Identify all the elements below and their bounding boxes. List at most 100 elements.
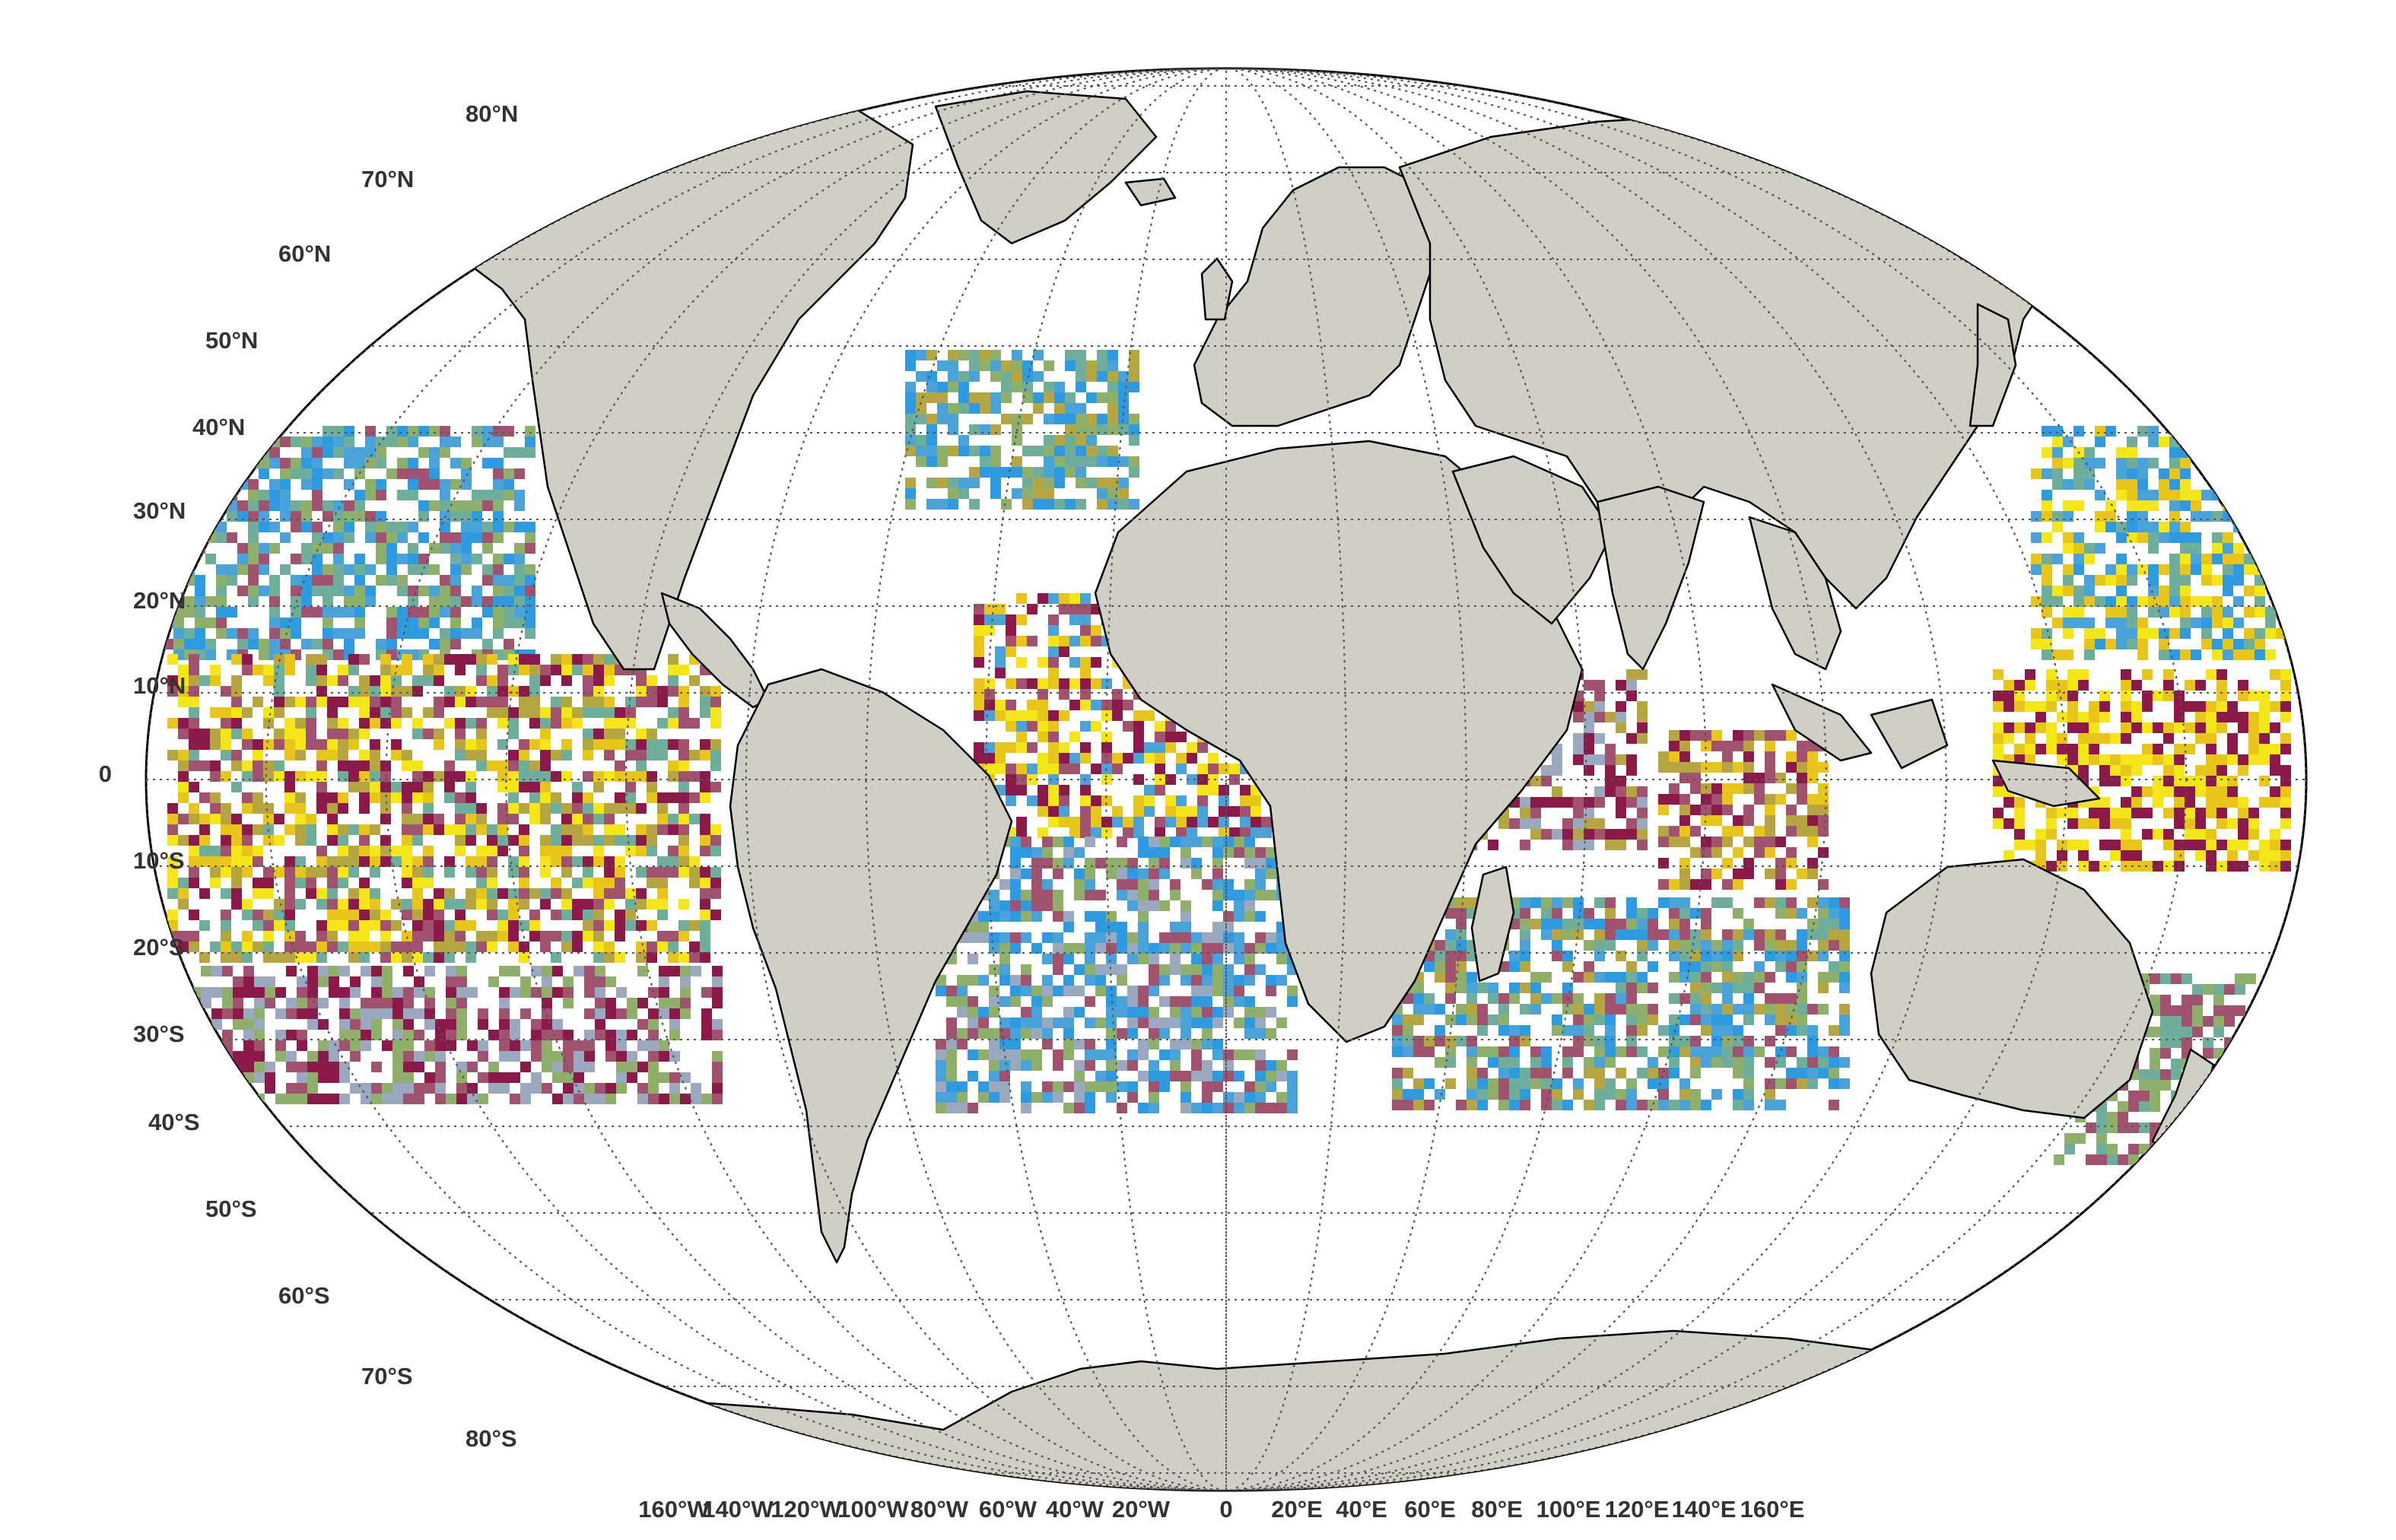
data-cell (1573, 897, 1584, 908)
data-cell (173, 479, 184, 490)
data-cell (2244, 479, 2255, 490)
data-cell (338, 718, 348, 729)
data-cell (312, 554, 323, 564)
data-cell (450, 479, 461, 490)
data-cell (1679, 993, 1690, 1004)
data-cell (1016, 764, 1027, 774)
data-cell (2063, 532, 2073, 543)
data-cell (1594, 818, 1605, 829)
data-cell (391, 952, 402, 963)
data-cell (461, 596, 472, 607)
data-cell (1679, 826, 1690, 837)
data-cell (948, 382, 958, 392)
data-cell (237, 586, 248, 596)
data-cell (365, 426, 376, 437)
data-cell (1048, 806, 1059, 817)
data-cell (1637, 1014, 1648, 1025)
data-cell (2255, 639, 2265, 649)
data-cell (1765, 837, 1775, 847)
data-cell (333, 532, 344, 543)
data-cell (1530, 897, 1541, 908)
data-cell (1829, 1100, 1839, 1110)
data-cell (2206, 840, 2216, 850)
data-cell (1637, 940, 1648, 951)
data-cell (423, 878, 434, 888)
data-cell (1144, 795, 1155, 806)
data-cell (333, 554, 344, 564)
data-cell (392, 1008, 403, 1019)
data-cell (2174, 754, 2185, 765)
data-cell (2185, 680, 2195, 691)
data-cell (1616, 722, 1626, 733)
data-cell (647, 739, 657, 750)
data-cell (1244, 1049, 1255, 1060)
data-cell (508, 707, 519, 718)
data-cell (2025, 754, 2035, 765)
data-cell (1722, 783, 1733, 794)
data-cell (974, 646, 984, 657)
data-cell (989, 1092, 999, 1103)
data-cell (195, 511, 205, 522)
data-cell (968, 975, 978, 986)
data-cell (1010, 900, 1021, 911)
data-cell (519, 824, 529, 835)
data-cell (615, 707, 625, 718)
data-cell (1626, 1036, 1637, 1046)
data-cell (1123, 721, 1133, 732)
data-cell (418, 426, 429, 437)
data-cell (2150, 1091, 2160, 1101)
data-cell (905, 488, 916, 499)
data-cell (301, 437, 312, 447)
data-cell (402, 878, 412, 888)
data-cell (1076, 371, 1086, 382)
data-cell (167, 814, 178, 824)
data-cell (2270, 840, 2280, 850)
data-cell (659, 1051, 669, 1062)
data-cell (327, 920, 338, 931)
data-cell (359, 846, 370, 856)
data-cell (1733, 1004, 1743, 1014)
data-cell (2223, 607, 2233, 618)
data-cell (1076, 360, 1086, 371)
data-cell (691, 1083, 701, 1094)
data-cell (1016, 657, 1027, 668)
data-cell (1679, 868, 1690, 879)
data-cell (1117, 943, 1127, 954)
data-cell (263, 803, 274, 814)
data-cell (1069, 678, 1080, 689)
data-cell (2213, 984, 2224, 995)
data-cell (2153, 786, 2163, 797)
data-cell (295, 899, 306, 910)
data-cell (1605, 1025, 1616, 1036)
data-cell (221, 867, 231, 878)
data-cell (1031, 943, 1042, 954)
data-cell (1562, 1100, 1573, 1110)
data-cell (312, 575, 323, 586)
data-cell (1202, 879, 1212, 890)
data-cell (1509, 1025, 1520, 1036)
data-cell (1690, 1036, 1701, 1046)
data-cell (1223, 911, 1234, 922)
data-cell (1255, 1049, 1266, 1060)
data-cell (604, 739, 615, 750)
data-cell (1818, 805, 1829, 815)
data-cell (1012, 350, 1022, 360)
data-cell (386, 426, 397, 437)
data-cell (1240, 827, 1250, 838)
data-cell (201, 1030, 211, 1040)
data-cell (274, 814, 284, 824)
data-cell (657, 697, 668, 707)
data-cell (1133, 732, 1144, 742)
data-cell (1021, 1018, 1031, 1028)
data-cell (1424, 1036, 1435, 1046)
data-cell (2137, 649, 2148, 660)
data-cell (2169, 532, 2180, 543)
data-cell (1031, 986, 1042, 996)
data-cell (615, 856, 625, 867)
data-cell (359, 654, 370, 665)
data-cell (916, 414, 926, 424)
data-cell (2255, 607, 2265, 618)
data-cell (1074, 868, 1085, 879)
data-cell (1552, 919, 1562, 929)
data-cell (365, 596, 376, 607)
